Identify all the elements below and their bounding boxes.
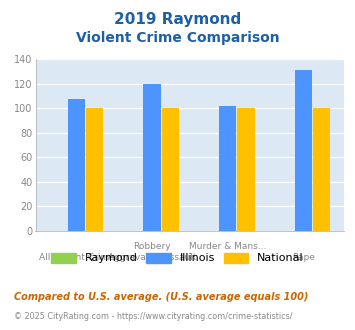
Text: 2019 Raymond: 2019 Raymond: [114, 12, 241, 26]
Text: Violent Crime Comparison: Violent Crime Comparison: [76, 31, 279, 45]
Text: All Violent Crime: All Violent Crime: [39, 253, 114, 262]
Legend: Raymond, Illinois, National: Raymond, Illinois, National: [48, 249, 307, 267]
Text: Compared to U.S. average. (U.S. average equals 100): Compared to U.S. average. (U.S. average …: [14, 292, 308, 302]
Text: Robbery: Robbery: [133, 242, 171, 251]
Bar: [143, 84, 161, 231]
Bar: [295, 70, 312, 231]
Text: Murder & Mans...: Murder & Mans...: [189, 242, 267, 251]
Bar: [313, 109, 330, 231]
Bar: [86, 109, 103, 231]
Text: © 2025 CityRating.com - https://www.cityrating.com/crime-statistics/: © 2025 CityRating.com - https://www.city…: [14, 312, 293, 321]
Bar: [68, 99, 85, 231]
Bar: [162, 109, 179, 231]
Text: Aggravated Assault: Aggravated Assault: [108, 253, 196, 262]
Bar: [237, 109, 255, 231]
Text: Rape: Rape: [292, 253, 315, 262]
Bar: [219, 106, 236, 231]
